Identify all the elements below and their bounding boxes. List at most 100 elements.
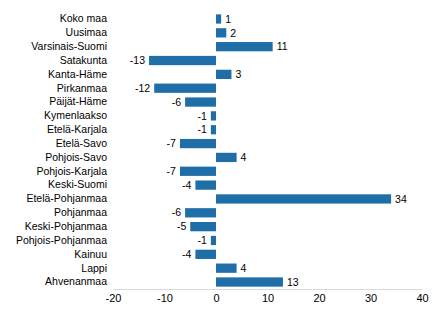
data-label: -5 [177,220,186,232]
x-tick-label: 0 [213,292,219,304]
y-tick: Ahvenanmaa [45,275,107,287]
x-tick: 40 [416,289,428,304]
bar [216,277,283,286]
data-label: 34 [395,193,407,205]
y-tick: Päijät-Häme [49,95,107,107]
bar [195,250,216,259]
bar [185,97,216,106]
y-tick: Pohjanmaa [54,206,107,218]
category-label: Pohjanmaa [54,206,107,218]
x-tick: 0 [213,289,219,304]
y-tick: Varsinais-Suomi [31,40,107,52]
x-tick: 30 [365,289,377,304]
bar [216,70,231,79]
y-tick: Kainuu [74,248,107,260]
x-tick-label: 20 [313,292,325,304]
x-tick-label: -10 [157,292,173,304]
bar [216,42,273,51]
data-label: -12 [135,82,150,94]
bar [216,153,237,162]
data-label: 3 [235,68,241,80]
chart: -20 -10 0 10 20 30 40 Koko maa Uusimaa Varsinais-… [0,0,442,315]
y-tick: Uusimaa [66,26,108,38]
x-tick: 20 [313,289,325,304]
data-label: 2 [230,27,236,39]
y-tick: Keski-Pohjanmaa [25,220,107,232]
category-label: Pohjois-Pohjanmaa [16,234,107,246]
bar [180,167,216,176]
category-label: Ahvenanmaa [45,275,107,287]
y-tick: Satakunta [60,54,107,66]
y-tick: Keski-Suomi [48,178,107,190]
category-label: Varsinais-Suomi [31,40,107,52]
category-label: Pohjois-Savo [45,151,107,163]
y-tick: Etelä-Savo [56,137,108,149]
y-tick: Lappi [81,262,107,274]
bar [211,111,216,120]
bar [195,180,216,189]
x-axis-line [114,289,423,290]
bar [216,28,226,37]
category-label: Etelä-Karjala [47,123,107,135]
data-label: -1 [198,110,207,122]
bar [216,264,237,273]
data-label: -13 [130,54,145,66]
x-tick-label: -20 [106,292,122,304]
category-label: Keski-Pohjanmaa [25,220,107,232]
category-label: Kanta-Häme [48,68,107,80]
x-tick-label: 30 [365,292,377,304]
bar [211,236,216,245]
x-tick-label: 10 [262,292,274,304]
category-label: Koko maa [60,12,107,24]
bar [216,194,391,203]
x-tick: 10 [262,289,274,304]
bar [154,84,216,93]
category-label: Kainuu [74,248,107,260]
y-tick: Pohjois-Pohjanmaa [16,234,107,246]
bar [190,222,216,231]
y-tick: Etelä-Karjala [47,123,107,135]
data-label: 4 [241,262,247,274]
category-label: Uusimaa [66,26,108,38]
data-label: -6 [172,96,181,108]
x-tick: -20 [106,289,122,304]
data-label: -4 [182,179,191,191]
bar [185,208,216,217]
bars [149,14,391,286]
category-label: Lappi [81,262,107,274]
data-label: -1 [198,123,207,135]
x-tick-label: 40 [416,292,428,304]
data-label: -1 [198,234,207,246]
category-label: Kymenlaakso [44,109,107,121]
category-label: Päijät-Häme [49,95,107,107]
category-label: Etelä-Pohjanmaa [26,192,107,204]
data-label: -6 [172,206,181,218]
y-tick: Etelä-Pohjanmaa [26,192,107,204]
data-label: 13 [287,276,299,288]
y-tick: Pohjois-Savo [45,151,107,163]
bar [211,125,216,134]
plot: -20 -10 0 10 20 30 40 Koko maa Uusimaa Varsinais-… [16,12,429,303]
data-label: -4 [182,248,191,260]
category-label: Etelä-Savo [56,137,108,149]
x-axis: -20 -10 0 10 20 30 40 [106,289,429,304]
category-label: Pohjois-Karjala [36,165,107,177]
data-label: 1 [225,13,231,25]
data-labels: 1211-133-12-6-1-1-74-7-434-6-5-1-4413 [130,13,407,288]
data-label: 11 [277,40,288,52]
x-tick: -10 [157,289,173,304]
category-label: Pirkanmaa [57,82,107,94]
bar [149,56,216,65]
data-label: -7 [167,165,176,177]
bar [216,14,221,23]
data-label: 4 [241,151,247,163]
y-axis: Koko maa Uusimaa Varsinais-Suomi Satakunta K… [16,12,107,287]
category-label: Satakunta [60,54,107,66]
bar [180,139,216,148]
y-tick: Kanta-Häme [48,68,107,80]
y-tick: Kymenlaakso [44,109,107,121]
category-label: Keski-Suomi [48,178,107,190]
data-label: -7 [167,137,176,149]
y-tick: Pohjois-Karjala [36,165,107,177]
y-tick: Koko maa [60,12,107,24]
